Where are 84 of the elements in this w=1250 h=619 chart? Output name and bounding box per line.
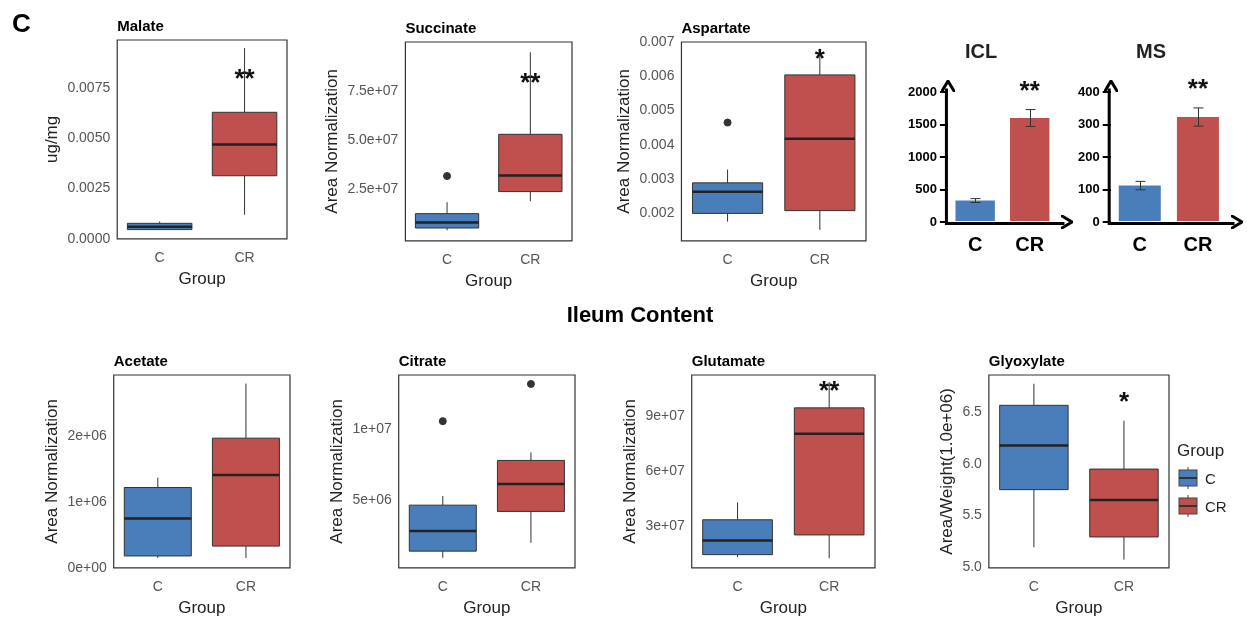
x-tick-label: C [732, 578, 743, 595]
y-tick-label: 0e+00 [67, 558, 107, 575]
y-tick-label: 1500 [908, 116, 937, 132]
y-tick-label: 7.5e+07 [347, 82, 399, 99]
x-tick-label: CR [520, 578, 542, 595]
y-tick-label: 500 [915, 181, 937, 197]
text: C [12, 8, 31, 38]
x-tick-label: C [722, 251, 733, 268]
y-tick-label: 0.0000 [67, 229, 111, 246]
text: Ileum Content [566, 302, 714, 327]
x-tick-label: CR [1113, 578, 1135, 595]
x-axis-title: Group [750, 271, 798, 291]
x-axis-title: Group [465, 271, 513, 291]
y-tick-label: 5.0e+07 [347, 131, 399, 148]
y-tick-label: 5.0 [962, 557, 983, 574]
y-tick-label: 300 [1077, 116, 1100, 132]
y-tick-label: 0 [929, 213, 937, 229]
y-tick-label: 2e+06 [67, 427, 107, 444]
x-tick-label: C [1028, 578, 1039, 595]
chart-title: Acetate [113, 352, 168, 370]
y-tick-label: 0 [1092, 213, 1100, 229]
chart-title: Aspartate [681, 19, 751, 37]
y-tick-label: 0.004 [639, 135, 675, 152]
x-axis-title: Group [759, 598, 807, 618]
y-tick-label: 0.005 [639, 101, 675, 118]
x-tick-label: CR [1015, 232, 1045, 255]
chart-title: ICL [964, 39, 998, 62]
y-tick-label: 6.5 [962, 403, 983, 420]
x-tick-label: C [441, 251, 453, 268]
x-axis-title: Group [178, 598, 226, 618]
y-tick-label: 5.5 [962, 506, 983, 523]
y-axis-title: Area Normalization [321, 69, 341, 214]
y-axis-title: ug/mg [41, 115, 61, 164]
y-tick-label: 9e+07 [645, 407, 685, 424]
x-tick-label: CR [234, 249, 255, 266]
y-axis-title: Area Normalization [41, 399, 61, 544]
y-axis-title: Area Normalization [613, 69, 633, 214]
chart-title: Succinate [405, 19, 477, 37]
y-tick-label: 100 [1077, 181, 1100, 197]
y-axis-title: Area Normalization [619, 399, 639, 544]
x-tick-label: CR [235, 578, 257, 595]
y-axis-title: Area/Weight(1.0e+06) [936, 388, 956, 555]
x-tick-label: CR [819, 578, 840, 595]
x-tick-label: CR [809, 251, 830, 268]
chart-title: Malate [117, 17, 164, 35]
y-tick-label: 0.002 [639, 204, 675, 221]
chart-title: Glutamate [691, 352, 766, 370]
annotation: ** [1019, 74, 1041, 105]
x-axis-title: Group [178, 269, 226, 289]
x-tick-label: C [154, 249, 165, 266]
x-axis-title: Group [1177, 441, 1226, 461]
annotation: * [1118, 385, 1130, 416]
x-tick-label: C [152, 578, 163, 595]
y-tick-label: 6.0 [962, 454, 983, 471]
y-tick-label: 1e+06 [67, 492, 107, 509]
y-tick-label: 2.5e+07 [347, 180, 399, 197]
y-tick-label: 5e+06 [352, 490, 392, 507]
y-axis-title: Area Normalization [326, 399, 346, 544]
y-tick-label: 0.003 [639, 169, 675, 186]
y-tick-label: 0.0050 [67, 129, 111, 146]
x-tick-label: CR [520, 251, 541, 268]
y-tick-label: 0.007 [639, 32, 675, 49]
x-tick-label: C [967, 232, 983, 255]
y-tick-label: 3e+07 [645, 517, 685, 534]
chart-title: Glyoxylate [988, 352, 1065, 370]
y-tick-label: 2000 [908, 83, 937, 99]
x-axis-title: Group [463, 598, 511, 618]
legend-label: C [1205, 469, 1216, 487]
legend-label: CR [1205, 497, 1227, 515]
y-tick-label: 1e+07 [352, 419, 392, 436]
y-tick-label: 1000 [908, 148, 937, 164]
y-tick-label: 200 [1077, 148, 1100, 164]
x-tick-label: CR [1183, 232, 1213, 255]
x-tick-label: C [1132, 232, 1147, 255]
legend-title: Group [1055, 598, 1103, 618]
y-tick-label: 0.0025 [67, 179, 111, 196]
y-tick-label: 400 [1077, 83, 1100, 99]
chart-title: Citrate [398, 352, 447, 370]
y-tick-label: 6e+07 [645, 462, 685, 479]
chart-title: MS [1136, 39, 1166, 62]
y-tick-label: 0.0075 [67, 79, 111, 96]
annotation: ** [1187, 73, 1209, 104]
y-tick-label: 0.006 [639, 67, 675, 84]
x-tick-label: C [437, 578, 448, 595]
